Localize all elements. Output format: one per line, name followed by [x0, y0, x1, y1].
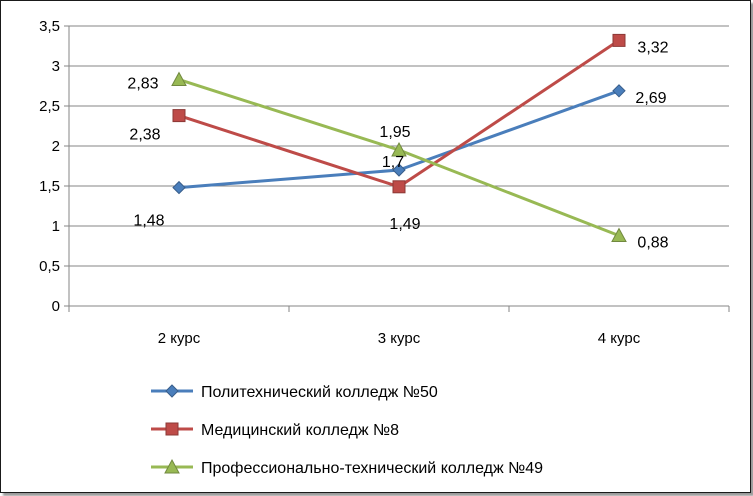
legend-marker [165, 422, 179, 436]
data-point [172, 180, 186, 195]
data-point [391, 141, 407, 157]
x-tick-label: 4 курс [598, 330, 641, 347]
data-point [392, 163, 406, 177]
data-label: 1,95 [379, 124, 410, 141]
series-3 [171, 71, 627, 243]
legend-label: Медицинский колледж №8 [201, 422, 399, 439]
legend: Политехнический колледж №50 Медицинский к… [151, 384, 543, 477]
y-tick-label: 1 [52, 218, 60, 235]
legend-label: Политехнический колледж №50 [201, 384, 438, 401]
y-tick-label: 2,5 [39, 98, 60, 115]
data-label: 1,49 [389, 216, 420, 233]
x-tick-label: 2 курс [158, 330, 201, 347]
y-tick-label: 0,5 [39, 258, 60, 275]
axis-layer: 0 0,5 1 1,5 2 2,5 3 3,5 2 курс 3 курс 4 курс [39, 18, 730, 347]
legend-item-2: Медицинский колледж №8 [151, 422, 399, 439]
y-tick-label: 2 [52, 138, 60, 155]
series-1 [172, 84, 626, 195]
series-2 [172, 33, 626, 194]
legend-marker [164, 458, 180, 474]
data-label: 2,69 [635, 90, 666, 107]
data-point [612, 33, 626, 47]
y-tick-label: 1,5 [39, 178, 60, 195]
y-tick-label: 0 [52, 298, 60, 315]
data-point [612, 84, 626, 98]
legend-label: Профессионально-технический колледж №49 [201, 460, 543, 477]
y-tick-label: 3 [52, 58, 60, 75]
data-label: 2,38 [129, 127, 160, 144]
legend-marker [165, 384, 179, 398]
data-label: 0,88 [637, 235, 668, 252]
data-label: 1,48 [133, 213, 164, 230]
data-label: 2,83 [127, 76, 158, 93]
data-point [172, 109, 186, 123]
data-point [392, 180, 406, 194]
y-tick-label: 3,5 [39, 18, 60, 35]
legend-item-1: Политехнический колледж №50 [151, 384, 438, 401]
x-tick-label: 3 курс [378, 330, 421, 347]
data-label: 3,32 [637, 39, 668, 56]
data-point [611, 227, 627, 243]
data-label-layer: 1,48 1,7 2,69 2,38 1,49 3,32 2,83 1,95 0,88 [127, 39, 668, 251]
series-layer [171, 33, 627, 243]
data-point [171, 71, 187, 87]
legend-item-3: Профессионально-технический колледж №49 [151, 458, 543, 477]
data-label: 1,7 [382, 154, 404, 171]
